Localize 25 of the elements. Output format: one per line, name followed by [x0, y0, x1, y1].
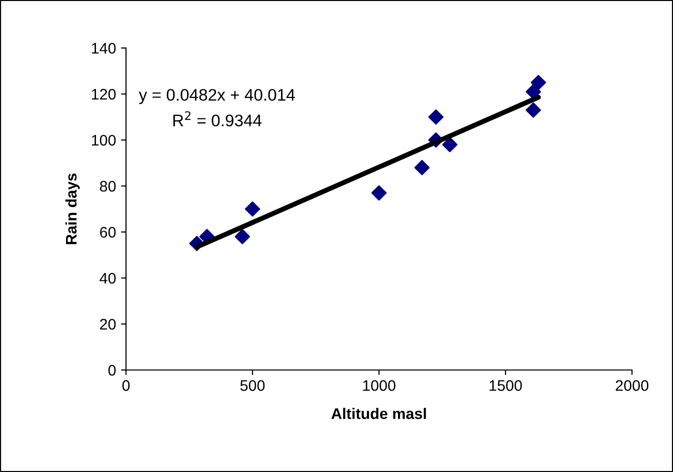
y-tick-label: 140	[92, 42, 116, 54]
y-tick-label: 80	[100, 180, 116, 192]
y-axis-title: Rain days	[65, 174, 80, 244]
point	[526, 102, 541, 118]
y-tick-label: 60	[100, 226, 116, 238]
x-tick-label: 2000	[616, 380, 648, 391]
point	[234, 228, 250, 244]
x-tick-label: 1500	[490, 380, 522, 391]
y-tick-label: 100	[92, 134, 116, 146]
y-tick-label: 0	[108, 364, 116, 376]
x-tick-label: 0	[122, 380, 130, 391]
point	[244, 201, 260, 217]
y-tick-label: 20	[100, 318, 116, 330]
y-tick-label: 120	[92, 88, 116, 100]
point	[442, 136, 458, 152]
x-tick-label: 500	[240, 380, 265, 391]
x-tick-label: 1000	[363, 380, 396, 391]
point	[428, 109, 444, 125]
x-axis-title: Altitude masl	[331, 408, 426, 420]
point	[530, 74, 546, 90]
annotation: y = 0.0482x + 40.014	[138, 88, 295, 104]
point	[371, 185, 387, 201]
y-tick-label: 40	[100, 272, 116, 284]
annotation: R$^{2}$ = 0.9344	[173, 111, 262, 126]
point	[414, 160, 430, 176]
